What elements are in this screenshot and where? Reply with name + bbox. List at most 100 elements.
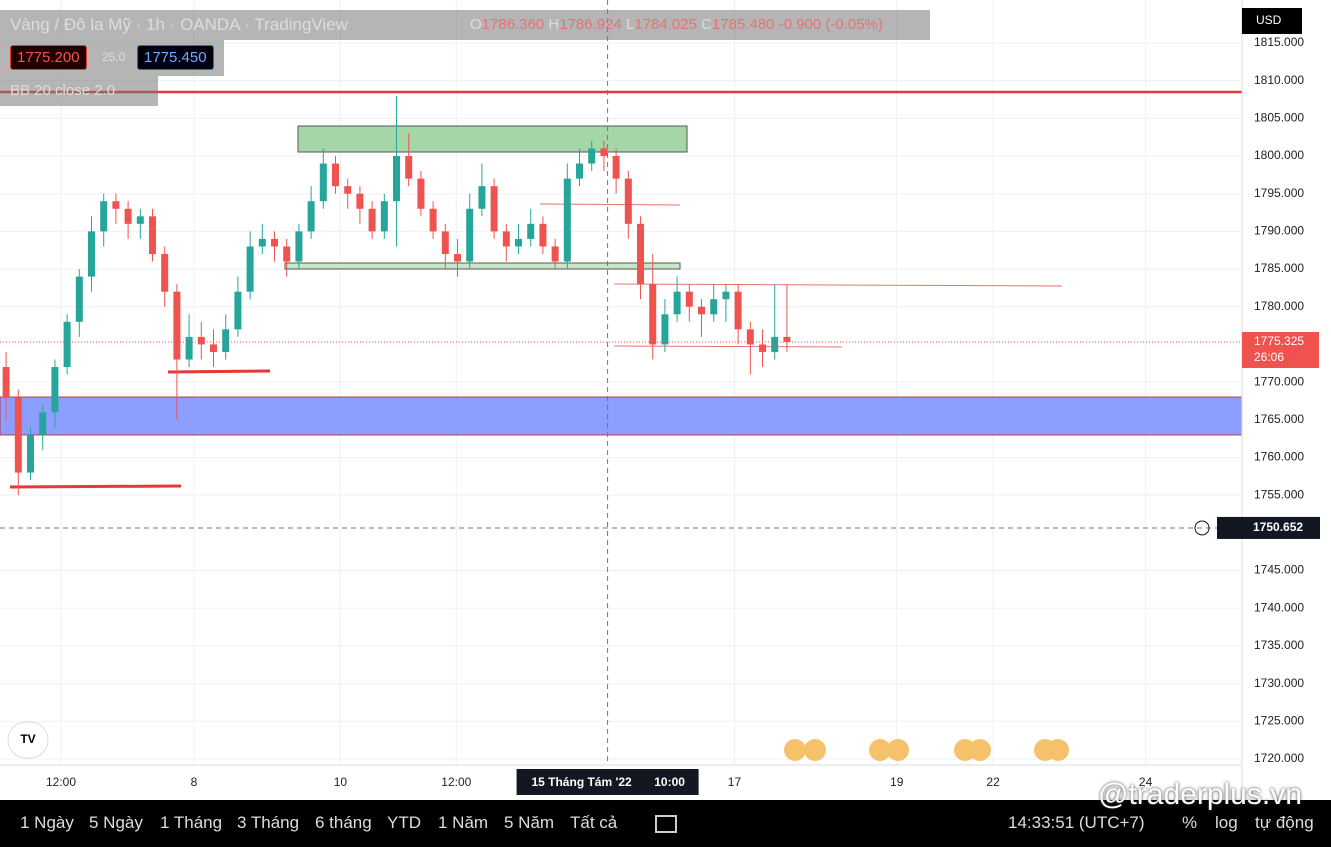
level-line[interactable] bbox=[613, 345, 843, 348]
candle-body bbox=[454, 253, 462, 262]
l-label: L bbox=[626, 16, 635, 33]
candle-body bbox=[332, 163, 340, 187]
range-button[interactable]: YTD bbox=[387, 813, 421, 832]
candle-body bbox=[197, 336, 205, 345]
candle-body bbox=[14, 397, 22, 473]
candle-body bbox=[51, 367, 59, 413]
crosshair-y-box bbox=[1217, 516, 1320, 539]
log-toggle[interactable]: log bbox=[1215, 813, 1238, 832]
percent-toggle[interactable]: % bbox=[1182, 813, 1198, 832]
y-tick-label: 1725.000 bbox=[1254, 713, 1304, 727]
x-tick-label: 24 bbox=[1139, 775, 1153, 789]
candle-body bbox=[271, 238, 279, 247]
candle-body bbox=[112, 201, 120, 209]
candle-body bbox=[210, 344, 218, 352]
range-button[interactable]: 5 Năm bbox=[504, 813, 555, 832]
c-label: C bbox=[701, 16, 712, 33]
candle-body bbox=[759, 344, 767, 352]
candle-body bbox=[527, 223, 535, 239]
clock[interactable]: 14:33:51 (UTC+7) bbox=[1008, 813, 1145, 832]
y-tick-label: 1730.000 bbox=[1254, 676, 1304, 690]
candle-body bbox=[722, 291, 730, 300]
candle-body bbox=[222, 329, 230, 352]
candle-body bbox=[173, 291, 181, 360]
range-button[interactable]: 1 Ngày bbox=[20, 813, 74, 832]
level-line[interactable] bbox=[167, 369, 271, 374]
indicator-bar: BB 20 close 2.0 bbox=[0, 76, 158, 106]
candle-body bbox=[149, 216, 157, 254]
auto-toggle[interactable]: tự động bbox=[1255, 813, 1314, 832]
candle-body bbox=[441, 231, 449, 254]
change: -0.900 (-0.05%) bbox=[778, 16, 883, 33]
symbol-title[interactable]: Vàng / Đô la Mỹ · 1h · OANDA · TradingVi… bbox=[10, 15, 348, 34]
zone-box[interactable] bbox=[284, 262, 681, 270]
y-tick-label: 1735.000 bbox=[1254, 638, 1304, 652]
candle-body bbox=[478, 186, 486, 209]
candle-body bbox=[551, 246, 559, 262]
y-tick-label: 1720.000 bbox=[1254, 751, 1304, 765]
crosshair-x-label: 15 Tháng Tám '22 bbox=[531, 775, 632, 789]
candle-body bbox=[710, 299, 718, 315]
candle-body bbox=[405, 156, 413, 179]
candle-body bbox=[771, 336, 779, 352]
demand-zone[interactable] bbox=[0, 396, 1243, 436]
indicator[interactable]: BB 20 close 2.0 bbox=[10, 82, 116, 99]
last-price-box bbox=[1242, 331, 1319, 368]
level-line[interactable] bbox=[613, 283, 1063, 287]
candle-body bbox=[161, 253, 169, 292]
last-price-label: 1775.325 bbox=[1254, 334, 1304, 348]
candle-body bbox=[539, 223, 547, 247]
candle-body bbox=[588, 148, 596, 164]
range-button[interactable]: 1 Năm bbox=[438, 813, 489, 832]
candle-body bbox=[429, 208, 437, 232]
o-label: O bbox=[470, 16, 482, 33]
currency[interactable]: USD bbox=[1256, 13, 1282, 27]
candle-body bbox=[39, 412, 47, 435]
candle-body bbox=[63, 321, 71, 368]
crosshair-x-box bbox=[516, 769, 699, 795]
y-tick-label: 1785.000 bbox=[1254, 261, 1304, 275]
candle-body bbox=[319, 163, 327, 202]
range-button[interactable]: 5 Ngày bbox=[89, 813, 143, 832]
y-tick-label: 1800.000 bbox=[1254, 148, 1304, 162]
x-tick-label: 10 bbox=[334, 775, 348, 789]
o-value: 1786.360 bbox=[481, 16, 545, 33]
range-button[interactable]: Tất cả bbox=[570, 813, 618, 832]
level-line[interactable] bbox=[9, 484, 182, 489]
level-line[interactable] bbox=[539, 203, 681, 206]
candle-body bbox=[2, 367, 10, 398]
x-tick-label: 12:00 bbox=[46, 775, 76, 789]
candle-body bbox=[734, 291, 742, 330]
candle-body bbox=[124, 208, 132, 224]
candle-body bbox=[624, 178, 632, 224]
candle-body bbox=[283, 246, 291, 262]
ohlc: O1786.360 H1786.924 L1784.025 C1785.480 … bbox=[470, 16, 883, 33]
candle-body bbox=[295, 231, 303, 262]
zone-box[interactable] bbox=[297, 125, 688, 153]
y-tick-label: 1790.000 bbox=[1254, 224, 1304, 238]
sell-price[interactable]: 1775.200 bbox=[10, 45, 87, 70]
candle-body bbox=[185, 336, 193, 360]
countdown: 26:06 bbox=[1254, 350, 1284, 364]
event-icons[interactable] bbox=[784, 739, 1069, 761]
date-range-icon[interactable] bbox=[655, 815, 677, 833]
y-tick-label: 1815.000 bbox=[1254, 35, 1304, 49]
candle-body bbox=[27, 434, 35, 473]
candle-body bbox=[746, 329, 754, 345]
y-tick-label: 1795.000 bbox=[1254, 186, 1304, 200]
buy-price[interactable]: 1775.450 bbox=[137, 45, 214, 70]
add-alert[interactable] bbox=[1194, 520, 1210, 536]
currency-box[interactable] bbox=[1242, 8, 1302, 34]
c-value: 1785.480 bbox=[711, 16, 775, 33]
candle-body bbox=[661, 314, 669, 345]
candle-body bbox=[136, 216, 144, 224]
candle-body bbox=[698, 306, 706, 315]
range-button[interactable]: 3 Tháng bbox=[237, 813, 300, 832]
candle-body bbox=[466, 208, 474, 262]
tv-logo[interactable] bbox=[7, 721, 49, 759]
candle-body bbox=[576, 163, 584, 179]
range-button[interactable]: 6 tháng bbox=[315, 813, 372, 832]
range-button[interactable]: 1 Tháng bbox=[160, 813, 223, 832]
candle-body bbox=[563, 178, 571, 262]
